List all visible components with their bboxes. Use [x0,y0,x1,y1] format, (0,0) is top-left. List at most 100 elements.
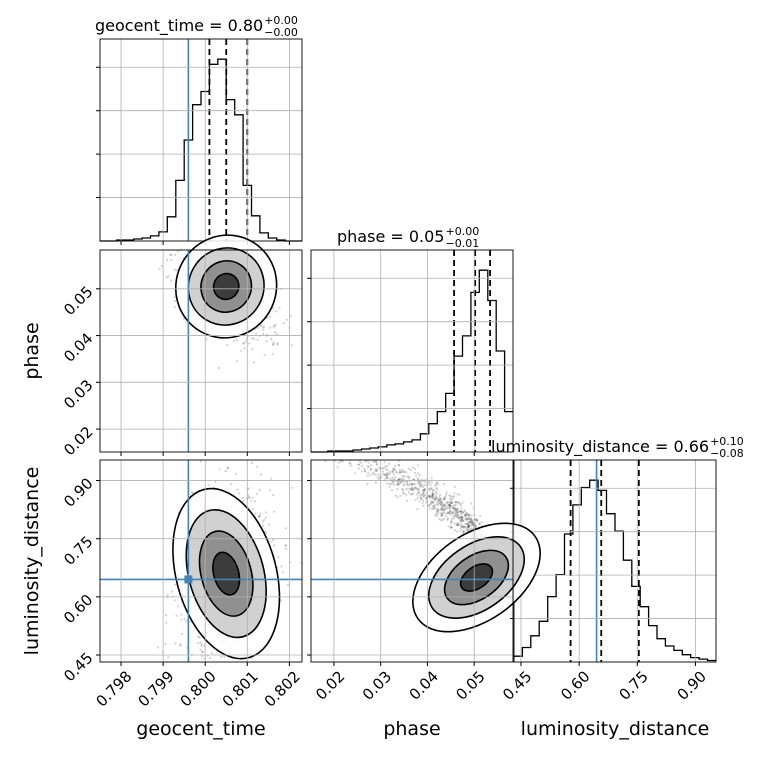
sample-point [276,343,279,346]
sample-point [458,517,462,520]
sample-point [454,503,457,506]
sample-point [457,510,461,513]
sample-point [467,524,470,527]
sample-point [451,504,454,507]
sample-point [261,524,265,527]
sample-point [413,471,417,475]
sample-point [432,507,435,510]
sample-point [416,508,419,511]
sample-point [419,482,422,485]
sample-point [452,516,455,520]
sample-point [446,501,449,504]
density-contour [212,551,241,596]
sample-point [462,526,465,529]
sample-point [421,489,425,492]
sample-point [271,353,274,356]
sample-point [156,646,160,649]
sample-point [270,477,273,480]
sample-point [411,493,414,496]
sample-point [200,643,203,646]
sample-point [449,499,452,502]
sample-point [470,524,473,527]
sample-point [441,508,444,511]
sample-point [388,482,391,485]
sample-point [458,493,461,496]
sample-point [270,540,273,543]
grid [514,460,716,662]
sample-point [405,493,408,496]
sample-point [400,470,403,473]
sample-point [369,473,372,476]
sample-point [399,482,402,485]
sample-point [430,494,433,497]
sample-point [436,507,439,510]
x-tick-label: 0.800 [177,667,220,710]
sample-point [336,466,339,469]
sample-point [451,497,454,500]
sample-point [385,473,388,476]
sample-point [259,473,262,476]
sample-point [450,500,453,503]
panel-title-geocent_time: geocent_time = 0.80 +0.00−0.00 [95,14,298,39]
axis-ticks [307,480,475,666]
sample-point [436,514,439,517]
sample-point [341,460,344,463]
sample-point [474,524,477,527]
y-tick-label: 0.60 [60,591,96,627]
sample-point [375,462,378,465]
sample-point [474,526,477,529]
sample-point [262,332,265,335]
sample-point [461,516,464,519]
sample-point [480,521,483,524]
sample-point [256,338,259,341]
sample-point [455,515,459,519]
sample-point [407,475,410,478]
sample-point [446,512,449,515]
sample-point [360,461,363,464]
sample-point [433,506,436,509]
y-tick-label: 0.45 [60,649,96,685]
sample-point [420,484,423,487]
sample-point [467,520,470,524]
sample-point [235,339,238,342]
sample-point [284,544,287,547]
sample-point [467,525,470,528]
sample-point [443,482,446,485]
sample-point [443,509,446,512]
sample-point [199,460,202,463]
sample-point [471,522,475,525]
x-tick-label: 0.90 [674,667,710,703]
sample-point [441,511,444,514]
sample-point [471,521,474,525]
sample-point [248,496,251,499]
sample-point [179,643,182,646]
sample-point [428,494,431,498]
sample-point [429,487,432,490]
sample-point [445,507,448,511]
sample-point [455,523,458,526]
sample-point [436,481,439,484]
x-tick-label: 0.45 [499,667,535,703]
sample-point [465,522,468,526]
x-axis-label-luminosity_distance: luminosity_distance [521,718,710,740]
sample-point [419,482,422,485]
sample-point [444,512,447,515]
sample-point [420,496,423,499]
sample-point [460,520,463,523]
sample-point [415,474,418,477]
sample-point [417,489,420,493]
sample-point [461,501,464,504]
sample-point [430,500,433,503]
sample-point [457,502,460,505]
sample-point [250,499,253,502]
sample-point [459,510,462,513]
sample-point [456,508,459,511]
title-text: phase = 0.05 [337,227,444,246]
sample-point [440,503,443,507]
sample-point [180,613,183,616]
sample-point [173,299,176,302]
sample-point [449,503,452,506]
sample-point [434,496,437,500]
sample-point [439,497,442,500]
sample-point [466,529,469,533]
